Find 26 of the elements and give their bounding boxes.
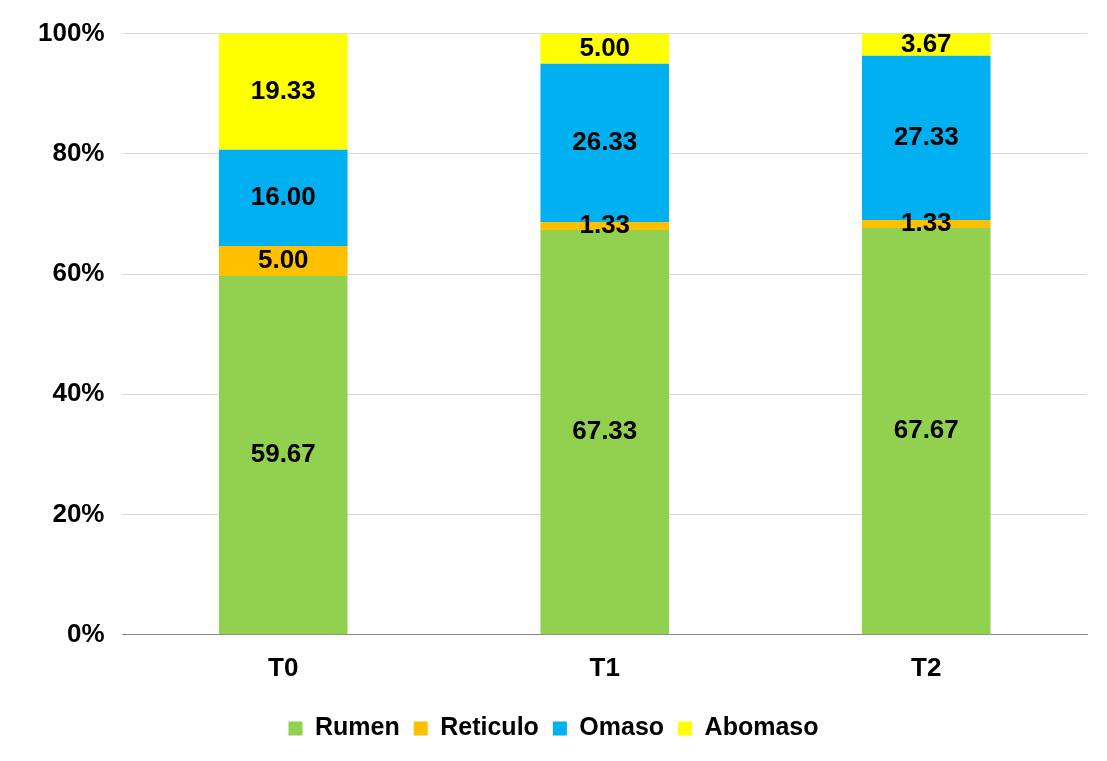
y-tick-label: 80% xyxy=(52,137,105,168)
bar xyxy=(218,149,348,246)
bar xyxy=(218,33,348,150)
y-tick-label: 100% xyxy=(38,16,105,47)
legend-label: Omaso xyxy=(579,712,665,741)
data-label: 5.00 xyxy=(257,244,309,275)
data-label: 67.67 xyxy=(893,414,959,445)
y-tick-label: 0% xyxy=(66,617,105,648)
data-label: 59.67 xyxy=(250,438,316,469)
y-tick-label: 60% xyxy=(52,257,105,288)
x-tick-label: T2 xyxy=(911,651,942,682)
legend-label: Reticulo xyxy=(440,712,539,741)
y-tick-label: 40% xyxy=(52,377,105,408)
legend-label: Rumen xyxy=(315,712,400,741)
data-label: 19.33 xyxy=(250,74,316,105)
y-tick-label: 20% xyxy=(52,497,105,528)
data-label: 27.33 xyxy=(893,120,959,151)
legend-label: Abomaso xyxy=(704,712,819,741)
data-label: 3.67 xyxy=(900,27,952,58)
data-label: 16.00 xyxy=(250,181,316,212)
data-label: 26.33 xyxy=(572,126,638,157)
data-label: 5.00 xyxy=(579,31,631,62)
x-tick-label: T1 xyxy=(589,651,620,682)
data-label: 67.33 xyxy=(572,415,638,446)
bar xyxy=(218,276,348,635)
x-tick-label: T0 xyxy=(268,651,299,682)
